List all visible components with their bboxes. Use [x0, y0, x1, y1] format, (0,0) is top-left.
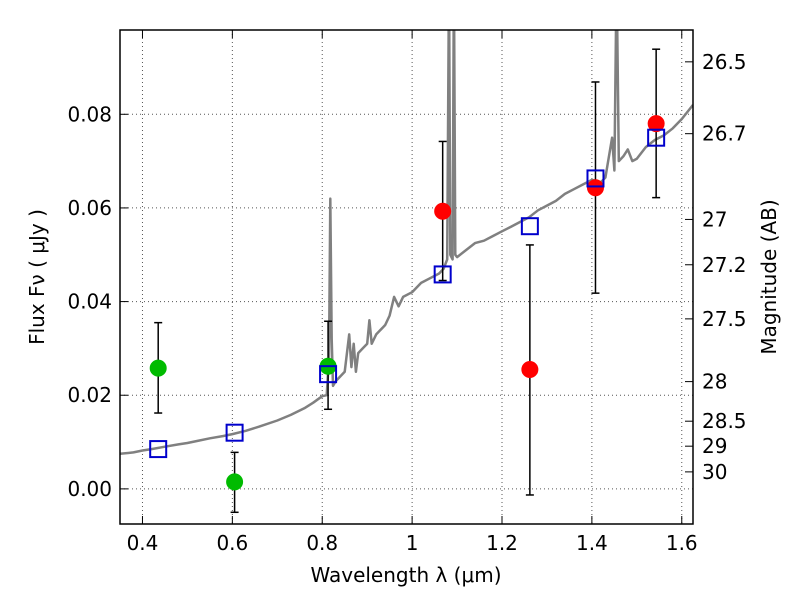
y-tick-label: 0.08 [67, 102, 112, 126]
y-tick-label: 0.00 [67, 477, 112, 501]
y2-axis-label: Magnitude (AB) [757, 199, 781, 354]
plot-frame [119, 29, 694, 525]
model-spectrum-line [120, 30, 693, 456]
x-tick-label: 0.6 [216, 531, 248, 555]
y2-tick-label: 27.5 [702, 307, 747, 331]
y2-tick-label: 30 [702, 460, 727, 484]
y-axis-label: Flux Fν ( μJy ) [25, 209, 49, 345]
model-photometry-square [319, 365, 338, 384]
plot-area [120, 30, 693, 514]
y-tick-label: 0.06 [67, 196, 112, 220]
model-photometry-square [149, 440, 168, 459]
x-tick-label: 1.2 [486, 531, 518, 555]
y-tick-label: 0.02 [67, 383, 112, 407]
x-tick-label: 1.6 [666, 531, 698, 555]
model-photometry-square [647, 128, 666, 147]
red-data-point [434, 202, 452, 220]
y2-tick-label: 27.2 [702, 253, 747, 277]
x-tick-label: 0.4 [127, 531, 159, 555]
x-tick-label: 1.4 [576, 531, 608, 555]
x-tick-label: 1 [406, 531, 419, 555]
model-photometry-square [520, 217, 539, 236]
y2-tick-label: 26.7 [702, 122, 747, 146]
red-data-point [521, 360, 539, 378]
y2-tick-label: 29 [702, 434, 727, 458]
model-photometry-square [433, 265, 452, 284]
axes-ticks: 0.4 0.6 0.8 1 1.2 1.4 1.6 0.00 0.02 0.04 0.06 0.08 2… [67, 30, 747, 555]
y2-tick-label: 27 [702, 207, 727, 231]
y2-tick-label: 26.5 [702, 50, 747, 74]
model-photometry-square [225, 423, 244, 442]
red-data-point [647, 115, 665, 133]
green-data-point [226, 473, 244, 491]
y2-tick-label: 28 [702, 370, 727, 394]
x-axis-label: Wavelength λ (μm) [310, 563, 501, 587]
y-tick-label: 0.04 [67, 290, 112, 314]
red-data-point [586, 179, 604, 197]
green-data-point [149, 359, 167, 377]
x-tick-label: 0.8 [306, 531, 338, 555]
y2-tick-label: 28.5 [702, 409, 747, 433]
model-photometry-square [586, 169, 605, 188]
